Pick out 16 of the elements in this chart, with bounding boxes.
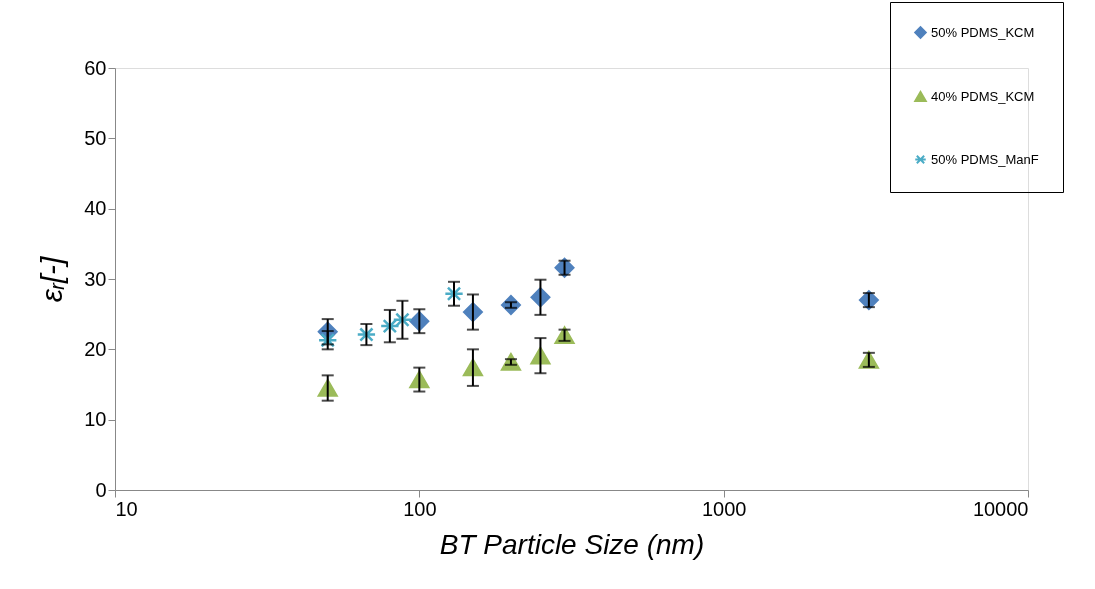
x-axis-title: BT Particle Size (nm) (439, 528, 705, 560)
y-tick-label: 40 (84, 197, 107, 220)
y-tick-label: 30 (84, 267, 107, 290)
y-axis-title: εᵣ[-] (35, 256, 69, 303)
legend-label: 50% PDMS_ManF (931, 151, 1039, 167)
legend-label: 40% PDMS_KCM (931, 88, 1035, 104)
x-tick-label: 1000 (701, 497, 747, 520)
y-tick-label: 50 (84, 126, 107, 149)
y-tick-label: 60 (84, 56, 107, 79)
y-tick-label: 10 (84, 408, 107, 431)
x-tick-label: 10 (115, 497, 138, 520)
x-tick-label: 100 (403, 497, 437, 520)
y-tick-label: 20 (84, 337, 107, 360)
legend-label: 50% PDMS_KCM (931, 24, 1035, 40)
x-tick-label: 10000 (972, 497, 1029, 520)
y-tick-label: 0 (95, 478, 107, 501)
